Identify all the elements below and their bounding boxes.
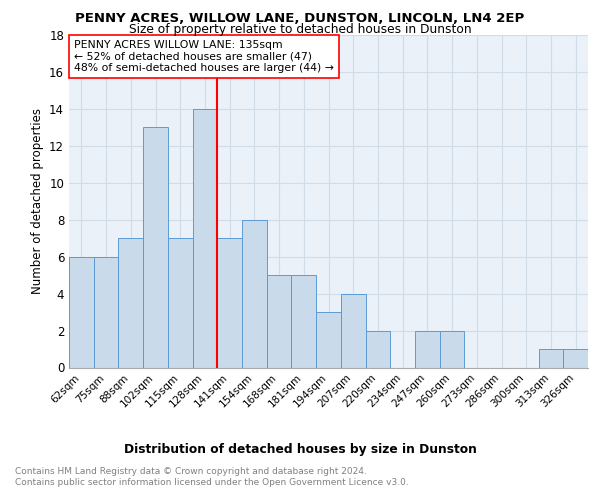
Bar [168,238,193,368]
Bar [193,109,217,368]
Bar [217,238,242,368]
Bar [415,330,440,368]
Bar [94,256,118,368]
Text: Distribution of detached houses by size in Dunston: Distribution of detached houses by size … [124,442,476,456]
Bar [440,330,464,368]
Bar [242,220,267,368]
Text: Contains HM Land Registry data © Crown copyright and database right 2024.
Contai: Contains HM Land Registry data © Crown c… [15,468,409,487]
Bar [341,294,365,368]
Text: Size of property relative to detached houses in Dunston: Size of property relative to detached ho… [128,22,472,36]
Text: PENNY ACRES WILLOW LANE: 135sqm
← 52% of detached houses are smaller (47)
48% of: PENNY ACRES WILLOW LANE: 135sqm ← 52% of… [74,40,334,73]
Text: PENNY ACRES, WILLOW LANE, DUNSTON, LINCOLN, LN4 2EP: PENNY ACRES, WILLOW LANE, DUNSTON, LINCO… [76,12,524,24]
Bar [365,330,390,368]
Bar [539,349,563,368]
Bar [118,238,143,368]
Bar [143,128,168,368]
Bar [69,256,94,368]
Bar [563,349,588,368]
Bar [292,275,316,368]
Bar [267,275,292,368]
Bar [316,312,341,368]
Y-axis label: Number of detached properties: Number of detached properties [31,108,44,294]
